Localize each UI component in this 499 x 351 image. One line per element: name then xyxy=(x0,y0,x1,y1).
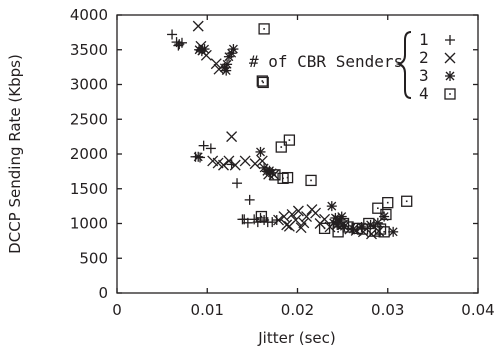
series-1-point xyxy=(244,194,255,205)
series-2-point xyxy=(273,214,285,226)
series-2-point xyxy=(249,158,261,170)
legend-marker-3 xyxy=(445,71,455,81)
y-axis: 0 500 1000 1500 2000 2500 3000 3500 4000 xyxy=(70,6,478,302)
series-4-point xyxy=(378,226,390,238)
series-3-point xyxy=(199,44,210,55)
series-1-point xyxy=(205,143,216,154)
series-2-point xyxy=(278,211,290,223)
x-axis-title: Jitter (sec) xyxy=(257,329,336,347)
legend-label-4: 4 xyxy=(419,84,429,103)
series-3-point xyxy=(193,151,204,162)
series-1-point xyxy=(198,140,209,151)
legend-label-2: 2 xyxy=(419,48,429,67)
series-2-point xyxy=(239,155,251,167)
series-4-point xyxy=(256,75,268,87)
series-2-point xyxy=(256,155,268,167)
series-2-point xyxy=(292,205,304,217)
series-2-point xyxy=(229,159,241,171)
series-4-point xyxy=(380,208,392,221)
series-2-point xyxy=(226,131,238,143)
series-2-point xyxy=(298,217,310,229)
series-2-point xyxy=(319,213,331,225)
series-4-point xyxy=(258,23,270,35)
y-tick-label: 1500 xyxy=(70,180,108,198)
series-3-point xyxy=(326,201,337,212)
series-2-point xyxy=(281,219,293,231)
series-3-point xyxy=(228,44,239,55)
y-tick-label: 2000 xyxy=(70,145,108,163)
legend-marker-2 xyxy=(444,52,456,64)
series-2-point xyxy=(218,159,229,171)
series-2-point xyxy=(310,207,322,219)
series-4-point xyxy=(281,171,294,184)
series-3-point xyxy=(221,65,232,76)
x-axis: 0 0.01 0.02 0.03 0.04 xyxy=(112,15,495,319)
series-4-point xyxy=(374,223,387,235)
y-tick-label: 0 xyxy=(98,284,108,302)
y-axis-title: DCCP Sending Rate (Kbps) xyxy=(6,54,24,254)
series-4-point xyxy=(255,210,268,223)
series-1-point xyxy=(167,29,178,40)
series-2-point xyxy=(192,20,204,32)
series-4-point xyxy=(363,217,375,230)
series-4-point xyxy=(382,196,394,209)
series-4-point xyxy=(257,76,269,89)
series-4-point xyxy=(283,134,296,146)
legend: # of CBR Senders 1 2 3 4 xyxy=(249,30,456,103)
series-1-point xyxy=(174,39,185,50)
series-1-point xyxy=(176,37,187,48)
legend-marker-4 xyxy=(444,88,456,100)
series-3-point xyxy=(255,146,266,157)
series-4-point xyxy=(342,221,354,233)
y-tick-label: 1000 xyxy=(70,215,108,233)
series-4-point xyxy=(305,174,317,187)
x-tick-label: 0.03 xyxy=(371,301,404,319)
series-2-point xyxy=(290,214,302,226)
series-1-point xyxy=(195,152,206,163)
series-3-point xyxy=(226,48,237,59)
series-2-point xyxy=(286,209,298,220)
legend-marker-1 xyxy=(445,35,455,45)
series-3-point xyxy=(388,226,399,237)
y-tick-label: 3500 xyxy=(70,41,108,59)
legend-label-3: 3 xyxy=(419,66,429,85)
y-tick-label: 4000 xyxy=(70,6,108,24)
series-3-point xyxy=(222,59,233,70)
series-1-point xyxy=(242,217,253,228)
series-1-point xyxy=(232,178,243,189)
series-4-point xyxy=(401,195,413,207)
legend-title: # of CBR Senders xyxy=(249,52,403,71)
series-2-point xyxy=(223,155,235,167)
x-tick-label: 0 xyxy=(112,301,122,319)
legend-brace xyxy=(395,31,412,99)
data-points xyxy=(167,20,413,240)
y-tick-label: 500 xyxy=(79,249,108,267)
x-tick-label: 0.04 xyxy=(461,301,494,319)
series-4-point xyxy=(275,141,287,153)
legend-label-1: 1 xyxy=(419,30,429,49)
x-tick-label: 0.01 xyxy=(191,301,224,319)
series-2-point xyxy=(301,211,312,223)
series-2-point xyxy=(210,58,222,70)
series-4-point xyxy=(269,169,281,181)
x-tick-label: 0.02 xyxy=(281,301,314,319)
y-tick-label: 3000 xyxy=(70,76,108,94)
y-tick-label: 2500 xyxy=(70,110,108,128)
series-4-point xyxy=(318,222,331,235)
